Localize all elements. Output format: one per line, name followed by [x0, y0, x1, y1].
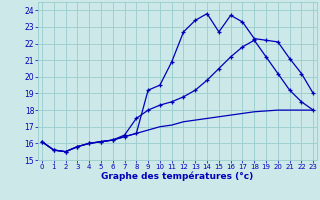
X-axis label: Graphe des températures (°c): Graphe des températures (°c)	[101, 172, 254, 181]
